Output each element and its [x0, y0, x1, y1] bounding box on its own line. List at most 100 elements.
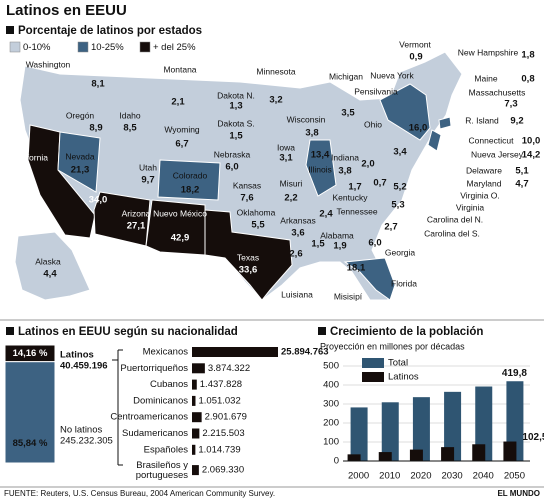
state-name: Carolina del S.	[424, 228, 480, 238]
state-name: Michigan	[329, 71, 363, 81]
group-value: 245.232.305	[60, 436, 113, 447]
y-tick-label: 100	[323, 437, 339, 448]
state-value: 1,5	[229, 131, 243, 142]
state-name: Maryland	[467, 178, 502, 188]
value-label: 25.894.763	[281, 347, 329, 358]
state-value: 3,5	[341, 108, 355, 119]
state-value: 5,2	[393, 182, 406, 193]
state-name: Carolina del N.	[427, 214, 483, 224]
x-tick-label: 2020	[410, 471, 431, 482]
state-value: 33,6	[239, 265, 258, 276]
category-label: Brasileños y portugueses	[136, 460, 189, 481]
state-name: Misuri	[280, 178, 303, 188]
state-name: Nueva York	[370, 70, 414, 80]
state-name: Vermont	[399, 39, 431, 49]
value-label: 102,5	[522, 432, 544, 443]
growth-title: Crecimiento de la población	[330, 326, 483, 338]
map-title: Porcentaje de latinos por estados	[18, 25, 202, 37]
bullet	[318, 327, 326, 335]
state-value: 8,9	[89, 123, 102, 134]
value-label: 1.051.032	[198, 395, 240, 406]
state-value: 16,0	[409, 123, 428, 134]
value-label: 2.069.330	[202, 465, 244, 476]
bar	[192, 347, 278, 357]
state-value: 42,9	[171, 233, 190, 244]
state-name: Indiana	[331, 152, 359, 162]
state-value: 18,1	[347, 263, 366, 274]
category-label: Cubanos	[150, 379, 188, 390]
state-value: 6,7	[175, 139, 188, 150]
legend-label: Latinos	[388, 372, 419, 383]
growth-subtitle: Proyección en millones por décadas	[320, 341, 465, 351]
y-tick-label: 400	[323, 380, 339, 391]
share-label: 85,84 %	[13, 438, 48, 449]
state-name: Minnesota	[256, 66, 295, 76]
state-name: Virginia O.	[460, 190, 500, 200]
bar	[506, 381, 524, 461]
legend-label: + del 25%	[153, 42, 196, 53]
bar	[409, 449, 423, 461]
state-shape	[379, 83, 431, 141]
state-value: 1,8	[521, 50, 534, 61]
value-label: 2.901.679	[205, 412, 247, 423]
state-shape	[204, 209, 293, 301]
state-name: Arizona	[122, 208, 151, 218]
state-name: Wyoming	[164, 124, 200, 134]
state-shape	[93, 191, 151, 247]
map	[14, 51, 463, 301]
state-name: Kentucky	[333, 192, 369, 202]
y-tick-label: 300	[323, 399, 339, 410]
state-shape	[343, 257, 396, 301]
state-shape	[305, 139, 337, 197]
state-value: 6,0	[225, 162, 238, 173]
source: FUENTE: Reuters, U.S. Census Bureau, 200…	[4, 489, 275, 498]
group-name: No latinos	[60, 425, 102, 436]
value-label: 2.215.503	[202, 428, 244, 439]
state-name: Maine	[474, 73, 497, 83]
category-label: Puertorriqueños	[120, 363, 188, 374]
state-value: 0,7	[373, 178, 386, 189]
value-label: 419,8	[502, 368, 527, 379]
bar	[350, 407, 368, 461]
state-value: 18,2	[181, 185, 200, 196]
bar	[192, 395, 196, 406]
brand: EL MUNDO	[497, 489, 540, 498]
bar	[503, 441, 517, 461]
bar	[475, 386, 493, 461]
state-name: Delaware	[466, 165, 502, 175]
bar	[378, 452, 392, 461]
state-value: 1,7	[348, 182, 361, 193]
state-value: 3,4	[393, 147, 407, 158]
state-shape	[157, 159, 221, 201]
state-value: 2,6	[289, 249, 302, 260]
state-name: Connecticut	[469, 135, 515, 145]
state-name: Misisipí	[334, 291, 363, 301]
state-name: Montana	[163, 64, 196, 74]
group-name: Latinos	[60, 350, 94, 361]
x-tick-label: 2030	[442, 471, 463, 482]
y-tick-label: 0	[334, 456, 339, 467]
state-name: Colorado	[173, 170, 208, 180]
state-value: 3,8	[305, 128, 318, 139]
bar	[192, 444, 196, 455]
state-value: 27,1	[127, 221, 146, 232]
value-label: 1.437.828	[200, 379, 242, 390]
state-value: 10,0	[522, 136, 541, 147]
state-value: 1,3	[229, 101, 242, 112]
state-name: Massachusetts	[469, 87, 526, 97]
state-name: R. Island	[465, 115, 499, 125]
state-value: 7,6	[240, 193, 253, 204]
bar	[192, 428, 200, 439]
state-value: 21,3	[71, 165, 90, 176]
state-name: Dakota S.	[217, 118, 254, 128]
state-shape	[145, 199, 206, 256]
bar	[472, 444, 486, 461]
state-shape	[427, 129, 442, 152]
state-value: 4,4	[43, 269, 57, 280]
bullet	[6, 327, 14, 335]
state-value: 0,8	[521, 74, 534, 85]
legend-label: 0-10%	[23, 42, 51, 53]
state-value: 13,4	[311, 150, 330, 161]
state-name: Ohio	[364, 119, 382, 129]
bar	[192, 412, 202, 423]
